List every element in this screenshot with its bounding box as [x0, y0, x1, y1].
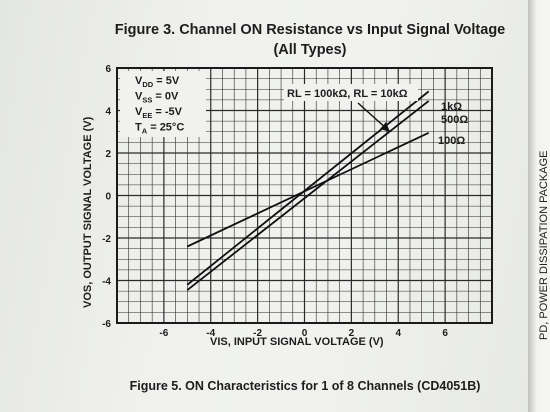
x-tick-label: 4	[395, 328, 401, 339]
x-tick-label: 0	[302, 328, 308, 339]
annotation-text: RL = 100kΩ, RL = 10kΩ	[287, 88, 408, 100]
annotation-arrowhead	[380, 122, 390, 132]
y-tick-label: 0	[105, 192, 111, 203]
x-tick-label: 2	[349, 328, 355, 339]
annotation-bg	[284, 84, 418, 101]
figure-title-line1: Figure 3. Channel ON Resistance vs Input…	[114, 22, 506, 38]
figure-caption: Figure 5. ON Characteristics for 1 of 8 …	[129, 379, 481, 393]
condition-text: VSS = 0V	[135, 91, 179, 105]
x-tick-label: -6	[159, 328, 168, 339]
figure-title-line2: (All Types)	[273, 42, 347, 58]
x-axis-label: VIS, INPUT SIGNAL VOLTAGE (V)	[210, 336, 384, 348]
series-label: 100Ω	[438, 135, 465, 147]
condition-text: VDD = 5V	[135, 75, 180, 89]
x-tick-label: -4	[206, 328, 215, 339]
tick-labels: -6 -4 -2 0 2 4 6 -6 -4 -2 0 2 4 6	[102, 64, 448, 339]
y-tick-label: -6	[102, 319, 111, 330]
load-annotation: RL = 100kΩ, RL = 10kΩ	[284, 84, 418, 132]
chart-frame	[116, 67, 493, 324]
condition-text: TA = 25°C	[135, 122, 184, 136]
series-line	[186, 90, 430, 286]
series-label: 500Ω	[441, 114, 468, 126]
y-tick-label: -2	[102, 234, 111, 245]
conditions-box	[120, 71, 206, 137]
series-label: 1kΩ	[441, 101, 462, 113]
adjacent-page-edge	[528, 0, 550, 412]
condition-text: VEE = -5V	[135, 106, 183, 120]
annotation-arrow	[357, 102, 388, 130]
series-line	[186, 100, 430, 291]
x-tick-label: -2	[253, 328, 262, 339]
y-axis-label: VOS, OUTPUT SIGNAL VOLTAGE (V)	[82, 116, 94, 308]
series-line	[186, 131, 430, 248]
figure-title: Figure 3. Channel ON Resistance vs Input…	[90, 20, 530, 60]
y-tick-label: -4	[102, 277, 111, 288]
series-lines	[186, 90, 430, 291]
y-tick-label: 6	[105, 64, 111, 75]
y-tick-label: 4	[105, 107, 111, 118]
x-tick-label: 6	[442, 328, 448, 339]
y-tick-label: 2	[105, 149, 111, 160]
